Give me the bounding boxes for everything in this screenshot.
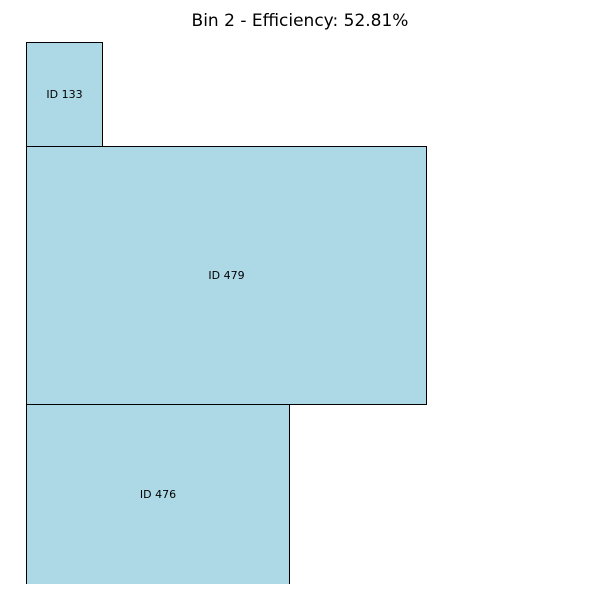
packed-item-479: ID 479 [26,146,427,405]
packed-item-476: ID 476 [26,404,290,584]
bin-title: Bin 2 - Efficiency: 52.81% [191,11,409,31]
item-label: ID 479 [208,269,245,282]
packed-item-133: ID 133 [26,42,103,147]
item-label: ID 133 [46,88,83,101]
item-label: ID 476 [139,488,177,501]
